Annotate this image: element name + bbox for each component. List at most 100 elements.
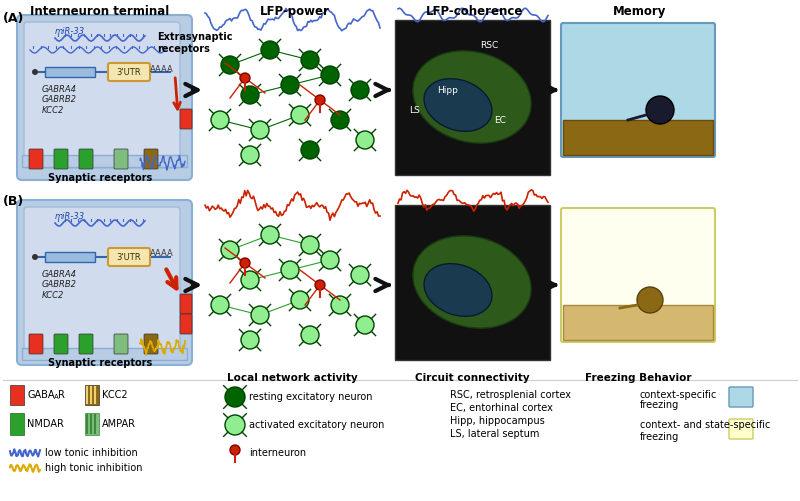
Circle shape — [240, 73, 250, 83]
Circle shape — [221, 56, 239, 74]
Text: 3'UTR: 3'UTR — [117, 253, 142, 262]
Circle shape — [241, 86, 259, 104]
Circle shape — [321, 251, 339, 269]
Ellipse shape — [413, 51, 531, 143]
Text: GABA: GABA — [27, 390, 54, 400]
FancyBboxPatch shape — [54, 149, 68, 169]
Text: LFP-coherence: LFP-coherence — [426, 5, 524, 18]
Text: (A): (A) — [3, 12, 24, 25]
Text: Synaptic receptors: Synaptic receptors — [48, 358, 152, 368]
Circle shape — [646, 96, 674, 124]
Circle shape — [301, 51, 319, 69]
Circle shape — [315, 95, 325, 105]
Circle shape — [225, 415, 245, 435]
FancyBboxPatch shape — [17, 15, 192, 180]
Text: context- and state-specific: context- and state-specific — [640, 420, 770, 430]
Text: Circuit connectivity: Circuit connectivity — [414, 373, 530, 383]
Circle shape — [356, 316, 374, 334]
Circle shape — [291, 106, 309, 124]
Text: 3'UTR: 3'UTR — [117, 68, 142, 77]
Bar — [45, 67, 95, 77]
Text: EC, entorhinal cortex: EC, entorhinal cortex — [450, 403, 553, 413]
Ellipse shape — [413, 236, 531, 328]
FancyBboxPatch shape — [144, 149, 158, 169]
Bar — [85, 385, 99, 405]
Text: Freezing Behavior: Freezing Behavior — [585, 373, 691, 383]
Text: GABRA4
GABRB2
KCC2: GABRA4 GABRB2 KCC2 — [42, 270, 77, 300]
Circle shape — [211, 111, 229, 129]
Text: GABRA4
GABRB2
KCC2: GABRA4 GABRB2 KCC2 — [42, 85, 77, 115]
Text: AAAA: AAAA — [150, 65, 174, 74]
Text: Hipp, hippocampus: Hipp, hippocampus — [450, 416, 545, 426]
Bar — [45, 252, 95, 262]
Circle shape — [331, 111, 349, 129]
FancyBboxPatch shape — [29, 334, 43, 354]
Circle shape — [301, 141, 319, 159]
Bar — [563, 120, 713, 155]
FancyBboxPatch shape — [79, 149, 93, 169]
FancyBboxPatch shape — [29, 149, 43, 169]
Circle shape — [291, 291, 309, 309]
Text: AAAA: AAAA — [150, 249, 174, 259]
Circle shape — [321, 66, 339, 84]
Text: A: A — [54, 394, 58, 400]
Bar — [10, 413, 24, 435]
FancyBboxPatch shape — [114, 334, 128, 354]
Circle shape — [241, 331, 259, 349]
Circle shape — [301, 236, 319, 254]
Text: RSC: RSC — [480, 41, 498, 50]
Text: AMPAR: AMPAR — [102, 419, 136, 429]
Bar — [22, 348, 187, 360]
Text: Interneuron terminal: Interneuron terminal — [30, 5, 170, 18]
Circle shape — [241, 146, 259, 164]
Bar — [22, 155, 187, 167]
Text: Synaptic receptors: Synaptic receptors — [48, 173, 152, 183]
Bar — [10, 385, 24, 405]
FancyBboxPatch shape — [108, 63, 150, 81]
Circle shape — [315, 280, 325, 290]
Text: resting excitatory neuron: resting excitatory neuron — [249, 392, 373, 402]
Text: high tonic inhibition: high tonic inhibition — [45, 463, 142, 473]
FancyBboxPatch shape — [79, 334, 93, 354]
Circle shape — [230, 445, 240, 455]
Text: LFP-power: LFP-power — [260, 5, 330, 18]
Circle shape — [261, 41, 279, 59]
Bar — [395, 20, 550, 175]
Circle shape — [240, 258, 250, 268]
Circle shape — [351, 81, 369, 99]
FancyBboxPatch shape — [24, 207, 180, 353]
Text: LS: LS — [410, 106, 420, 115]
Text: Memory: Memory — [614, 5, 666, 18]
FancyBboxPatch shape — [180, 294, 192, 314]
FancyBboxPatch shape — [108, 248, 150, 266]
Circle shape — [281, 261, 299, 279]
FancyBboxPatch shape — [180, 314, 192, 334]
FancyBboxPatch shape — [17, 200, 192, 365]
Circle shape — [241, 271, 259, 289]
FancyBboxPatch shape — [180, 109, 192, 129]
FancyBboxPatch shape — [561, 208, 715, 342]
Text: LS, lateral septum: LS, lateral septum — [450, 429, 539, 439]
Circle shape — [261, 226, 279, 244]
Text: R: R — [58, 390, 65, 400]
Circle shape — [331, 296, 349, 314]
Circle shape — [221, 241, 239, 259]
Circle shape — [301, 326, 319, 344]
Ellipse shape — [424, 79, 492, 131]
Text: Local network activity: Local network activity — [226, 373, 358, 383]
FancyBboxPatch shape — [114, 149, 128, 169]
Ellipse shape — [424, 264, 492, 316]
FancyBboxPatch shape — [729, 387, 753, 407]
Text: interneuron: interneuron — [249, 448, 306, 458]
Text: low tonic inhibition: low tonic inhibition — [45, 448, 138, 458]
Circle shape — [356, 131, 374, 149]
Text: miR-33: miR-33 — [55, 27, 85, 36]
Circle shape — [281, 76, 299, 94]
Circle shape — [32, 254, 38, 260]
Circle shape — [225, 387, 245, 407]
Text: freezing: freezing — [640, 432, 679, 442]
Circle shape — [251, 121, 269, 139]
Text: Hipp: Hipp — [438, 86, 458, 95]
Text: RSC, retrosplenial cortex: RSC, retrosplenial cortex — [450, 390, 571, 400]
Text: NMDAR: NMDAR — [27, 419, 64, 429]
